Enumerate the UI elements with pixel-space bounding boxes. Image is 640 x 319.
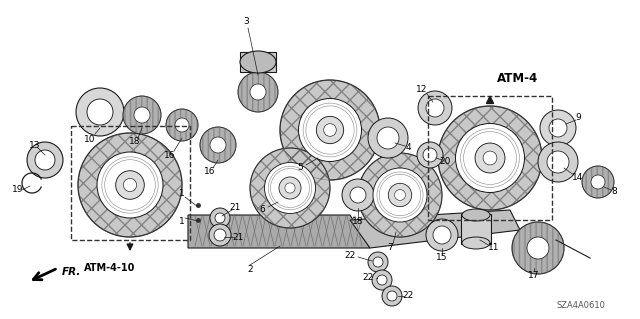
- Circle shape: [238, 72, 278, 112]
- Text: 22: 22: [362, 273, 374, 283]
- Circle shape: [200, 127, 236, 163]
- Circle shape: [214, 229, 226, 241]
- Circle shape: [76, 88, 124, 136]
- Polygon shape: [188, 215, 370, 248]
- Text: 20: 20: [439, 158, 451, 167]
- FancyBboxPatch shape: [461, 214, 491, 244]
- Text: 18: 18: [129, 137, 141, 146]
- Text: 18: 18: [352, 218, 364, 226]
- FancyBboxPatch shape: [240, 52, 276, 72]
- Polygon shape: [350, 210, 520, 248]
- Text: 10: 10: [84, 136, 96, 145]
- Circle shape: [426, 219, 458, 251]
- Circle shape: [215, 213, 225, 223]
- Circle shape: [298, 99, 362, 161]
- Text: 6: 6: [259, 205, 265, 214]
- Text: 1: 1: [179, 189, 185, 198]
- Text: 12: 12: [416, 85, 428, 94]
- Circle shape: [538, 142, 578, 182]
- Circle shape: [210, 137, 226, 153]
- Circle shape: [27, 142, 63, 178]
- Circle shape: [417, 142, 443, 168]
- Text: ATM-4: ATM-4: [497, 71, 539, 85]
- Circle shape: [582, 166, 614, 198]
- Circle shape: [483, 151, 497, 165]
- Text: 21: 21: [232, 234, 244, 242]
- Circle shape: [97, 152, 163, 218]
- Text: 11: 11: [488, 243, 500, 253]
- Circle shape: [250, 148, 330, 228]
- Circle shape: [116, 171, 144, 199]
- Circle shape: [423, 148, 437, 162]
- Circle shape: [377, 275, 387, 285]
- Circle shape: [368, 252, 388, 272]
- Text: 4: 4: [405, 144, 411, 152]
- Ellipse shape: [462, 237, 490, 249]
- Circle shape: [373, 168, 427, 222]
- Text: 13: 13: [29, 140, 41, 150]
- Text: 22: 22: [403, 292, 413, 300]
- Circle shape: [280, 80, 380, 180]
- Circle shape: [350, 187, 366, 203]
- Circle shape: [540, 110, 576, 146]
- Text: 16: 16: [164, 151, 176, 160]
- Text: 9: 9: [575, 114, 581, 122]
- Text: 14: 14: [572, 174, 584, 182]
- Text: ATM-4-10: ATM-4-10: [84, 263, 136, 273]
- Text: 19: 19: [12, 186, 24, 195]
- Circle shape: [456, 123, 525, 192]
- Circle shape: [35, 150, 55, 170]
- Text: 16: 16: [204, 167, 216, 176]
- Circle shape: [250, 84, 266, 100]
- Circle shape: [342, 179, 374, 211]
- Circle shape: [475, 143, 505, 173]
- Circle shape: [377, 127, 399, 149]
- Circle shape: [358, 153, 442, 237]
- Circle shape: [438, 106, 542, 210]
- Circle shape: [134, 107, 150, 123]
- Text: 2: 2: [247, 265, 253, 275]
- Circle shape: [316, 116, 344, 144]
- Text: 22: 22: [344, 250, 356, 259]
- Circle shape: [124, 178, 136, 192]
- Circle shape: [87, 99, 113, 125]
- Circle shape: [123, 96, 161, 134]
- Circle shape: [549, 119, 567, 137]
- Circle shape: [591, 175, 605, 189]
- Circle shape: [279, 177, 301, 199]
- Circle shape: [512, 222, 564, 274]
- Circle shape: [373, 257, 383, 267]
- Circle shape: [264, 162, 316, 213]
- Text: 7: 7: [387, 243, 393, 253]
- Circle shape: [395, 189, 405, 200]
- Circle shape: [433, 226, 451, 244]
- Circle shape: [175, 118, 189, 132]
- Text: 21: 21: [229, 204, 241, 212]
- Text: 5: 5: [297, 164, 303, 173]
- Text: 1: 1: [179, 217, 185, 226]
- Text: 8: 8: [611, 188, 617, 197]
- Circle shape: [324, 124, 336, 136]
- Circle shape: [166, 109, 198, 141]
- Text: SZA4A0610: SZA4A0610: [556, 300, 605, 309]
- Circle shape: [382, 286, 402, 306]
- Text: 3: 3: [243, 18, 249, 26]
- Ellipse shape: [462, 209, 490, 221]
- Text: 17: 17: [528, 271, 540, 279]
- Circle shape: [426, 99, 444, 117]
- Circle shape: [372, 270, 392, 290]
- Circle shape: [210, 208, 230, 228]
- Circle shape: [547, 151, 569, 173]
- Circle shape: [78, 133, 182, 237]
- Circle shape: [285, 183, 295, 193]
- Circle shape: [368, 118, 408, 158]
- Circle shape: [387, 291, 397, 301]
- Text: 15: 15: [436, 254, 448, 263]
- Circle shape: [209, 224, 231, 246]
- Circle shape: [527, 237, 549, 259]
- Circle shape: [388, 183, 412, 207]
- Circle shape: [418, 91, 452, 125]
- Text: FR.: FR.: [62, 267, 81, 277]
- Ellipse shape: [240, 51, 276, 73]
